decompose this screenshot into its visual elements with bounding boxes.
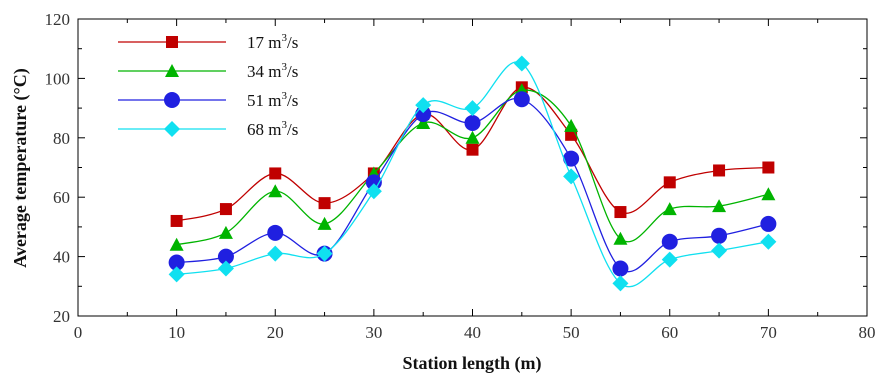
legend-label: 17 m3/s <box>247 32 298 52</box>
data-point <box>513 55 530 72</box>
y-tick-label: 40 <box>53 248 70 267</box>
data-point <box>168 254 185 271</box>
data-point <box>760 233 777 250</box>
data-point <box>267 245 284 262</box>
series-layer <box>168 55 777 292</box>
data-point <box>170 214 183 227</box>
data-point <box>365 183 382 200</box>
data-point <box>712 199 727 213</box>
data-point <box>416 115 431 129</box>
data-point <box>713 164 726 177</box>
data-point <box>711 242 728 259</box>
y-tick-label: 100 <box>45 69 71 88</box>
data-point <box>169 237 184 251</box>
y-axis-title: Average temperature (°C) <box>10 68 31 267</box>
axis-ticks: 0 10 20 30 40 50 60 70 80 20 40 60 80 100 120 <box>45 10 876 342</box>
x-tick-label: 80 <box>859 323 876 342</box>
data-point <box>464 100 481 117</box>
data-point <box>661 251 678 268</box>
legend-marker <box>166 36 178 48</box>
data-point <box>217 248 234 265</box>
data-point <box>317 216 332 230</box>
y-tick-label: 60 <box>53 188 70 207</box>
y-tick-label: 80 <box>53 129 70 148</box>
legend-item: 17 m3/s <box>118 32 298 52</box>
data-point <box>217 260 234 277</box>
data-point <box>318 197 331 210</box>
x-tick-label: 30 <box>365 323 382 342</box>
x-tick-label: 0 <box>74 323 83 342</box>
x-tick-label: 50 <box>563 323 580 342</box>
legend-label: 34 m3/s <box>247 61 298 81</box>
data-point <box>612 275 629 292</box>
data-point <box>513 91 530 108</box>
series-line <box>176 61 769 288</box>
data-point <box>464 114 481 131</box>
data-point <box>614 206 627 219</box>
legend-item: 68 m3/s <box>118 119 298 139</box>
data-point <box>316 245 333 262</box>
series-4 <box>168 55 777 292</box>
data-point <box>760 215 777 232</box>
x-tick-label: 60 <box>661 323 678 342</box>
data-point <box>465 130 480 144</box>
data-point <box>563 168 580 185</box>
data-point <box>762 161 775 174</box>
legend: 17 m3/s 34 m3/s 51 m3/s 68 m3/s <box>118 32 298 139</box>
data-point <box>466 143 479 156</box>
data-point <box>564 118 579 132</box>
data-point <box>563 150 580 167</box>
data-point <box>365 174 382 191</box>
x-tick-label: 10 <box>168 323 185 342</box>
legend-item: 34 m3/s <box>118 61 298 81</box>
data-point <box>269 167 282 180</box>
data-point <box>662 202 677 216</box>
data-point <box>613 231 628 245</box>
data-point <box>711 227 728 244</box>
legend-label: 51 m3/s <box>247 90 298 110</box>
x-tick-label: 20 <box>267 323 284 342</box>
data-point <box>612 260 629 277</box>
plot-area <box>77 18 868 317</box>
x-tick-label: 40 <box>464 323 481 342</box>
y-tick-label: 120 <box>45 10 71 29</box>
legend-marker <box>164 92 180 108</box>
data-point <box>761 187 776 201</box>
legend-item: 51 m3/s <box>118 90 298 110</box>
legend-marker <box>165 64 179 77</box>
data-point <box>219 203 232 216</box>
legend-label: 68 m3/s <box>247 119 298 139</box>
data-point <box>267 224 284 241</box>
legend-marker <box>164 121 180 137</box>
data-point <box>415 97 432 114</box>
data-point <box>663 176 676 189</box>
data-point <box>168 266 185 283</box>
data-point <box>268 184 283 198</box>
x-tick-label: 70 <box>760 323 777 342</box>
data-point <box>218 225 233 239</box>
y-tick-label: 20 <box>53 307 70 326</box>
x-axis-title: Station length (m) <box>403 353 542 374</box>
data-point <box>661 233 678 250</box>
